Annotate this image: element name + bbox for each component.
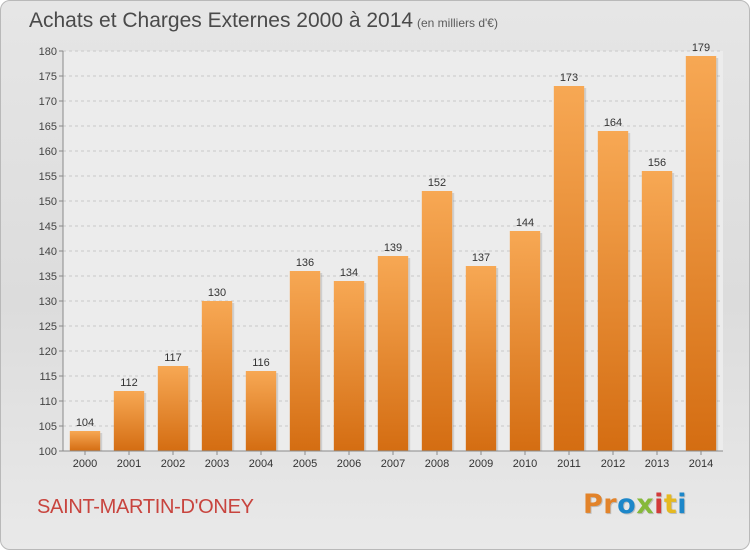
logo-letter: o xyxy=(617,489,637,520)
data-label-2008: 152 xyxy=(428,177,446,189)
x-tick-label-2013: 2013 xyxy=(645,458,669,470)
y-tick-label: 155 xyxy=(39,171,57,183)
bar-2000 xyxy=(69,431,101,451)
bar-2003 xyxy=(201,301,233,451)
bar-2002 xyxy=(157,366,189,451)
bar-2012 xyxy=(597,131,629,451)
chart-unit: (en milliers d'€) xyxy=(417,16,498,30)
x-tick-label-2003: 2003 xyxy=(205,458,229,470)
chart-title: Achats et Charges Externes 2000 à 2014 xyxy=(29,9,414,32)
bar-2005 xyxy=(289,271,321,451)
y-tick-label: 175 xyxy=(39,71,57,83)
x-tick-label-2005: 2005 xyxy=(293,458,317,470)
logo-letter: i xyxy=(677,489,688,520)
x-tick-label-2002: 2002 xyxy=(161,458,185,470)
bar-2008 xyxy=(421,191,453,451)
y-tick-label: 135 xyxy=(39,271,57,283)
data-label-2006: 134 xyxy=(340,267,358,279)
y-tick-label: 145 xyxy=(39,221,57,233)
data-label-2002: 117 xyxy=(164,352,182,364)
proxiti-logo: Proxiti xyxy=(583,489,687,520)
bar-2007 xyxy=(377,256,409,451)
data-label-2011: 173 xyxy=(560,72,578,84)
bar-2009 xyxy=(465,266,497,451)
logo-letter: x xyxy=(636,489,655,520)
y-tick-label: 110 xyxy=(39,396,57,408)
logo-letter: r xyxy=(603,489,618,520)
x-tick-label-2010: 2010 xyxy=(513,458,537,470)
place-name: SAINT-MARTIN-D'ONEY xyxy=(37,496,254,518)
bar-2006 xyxy=(333,281,365,451)
data-label-2000: 104 xyxy=(76,417,94,429)
y-tick-label: 120 xyxy=(39,346,57,358)
bars xyxy=(69,56,719,451)
x-tick-label-2004: 2004 xyxy=(249,458,273,470)
bar-2014 xyxy=(685,56,717,451)
x-tick-label-2008: 2008 xyxy=(425,458,449,470)
data-label-2012: 164 xyxy=(604,117,622,129)
bar-2011 xyxy=(553,86,585,451)
y-axis-ticks: 100 105 110 115 120 125 130 135 140 145 150 155 160 1… xyxy=(39,46,63,458)
data-label-2004: 116 xyxy=(252,357,270,369)
data-label-2007: 139 xyxy=(384,242,402,254)
y-tick-label: 115 xyxy=(39,371,57,383)
data-label-2001: 112 xyxy=(120,377,138,389)
x-tick-label-2007: 2007 xyxy=(381,458,405,470)
y-tick-label: 180 xyxy=(39,46,57,58)
y-tick-label: 140 xyxy=(39,246,57,258)
data-label-2009: 137 xyxy=(472,252,490,264)
data-label-2010: 144 xyxy=(516,217,534,229)
x-tick-label-2011: 2011 xyxy=(557,458,581,470)
y-tick-label: 125 xyxy=(39,321,57,333)
data-label-2014: 179 xyxy=(692,42,710,54)
y-tick-label: 105 xyxy=(39,421,57,433)
bar-2010 xyxy=(509,231,541,451)
y-tick-label: 165 xyxy=(39,121,57,133)
y-tick-label: 160 xyxy=(39,146,57,158)
bar-2013 xyxy=(641,171,673,451)
logo-letter: t xyxy=(663,489,678,520)
bar-2001 xyxy=(113,391,145,451)
data-label-2005: 136 xyxy=(296,257,314,269)
data-label-2003: 130 xyxy=(208,287,226,299)
y-tick-label: 130 xyxy=(39,296,57,308)
x-tick-label-2001: 2001 xyxy=(117,458,141,470)
x-tick-label-2000: 2000 xyxy=(73,458,97,470)
y-tick-label: 170 xyxy=(39,96,57,108)
data-labels: 104 112 117 130 116 136 134 139 152 137 144 173 164 1… xyxy=(76,42,710,429)
y-tick-label: 100 xyxy=(39,446,57,458)
x-axis-ticks: 2000 2001 2002 2003 2004 2005 2006 2007 2008 2009… xyxy=(73,451,713,470)
x-tick-label-2014: 2014 xyxy=(689,458,713,470)
x-tick-label-2006: 2006 xyxy=(337,458,361,470)
logo-letter: i xyxy=(654,489,664,520)
x-tick-label-2012: 2012 xyxy=(601,458,625,470)
logo-letter: P xyxy=(583,489,604,520)
y-tick-label: 150 xyxy=(39,196,57,208)
data-label-2013: 156 xyxy=(648,157,666,169)
bar-2004 xyxy=(245,371,277,451)
x-tick-label-2009: 2009 xyxy=(469,458,493,470)
